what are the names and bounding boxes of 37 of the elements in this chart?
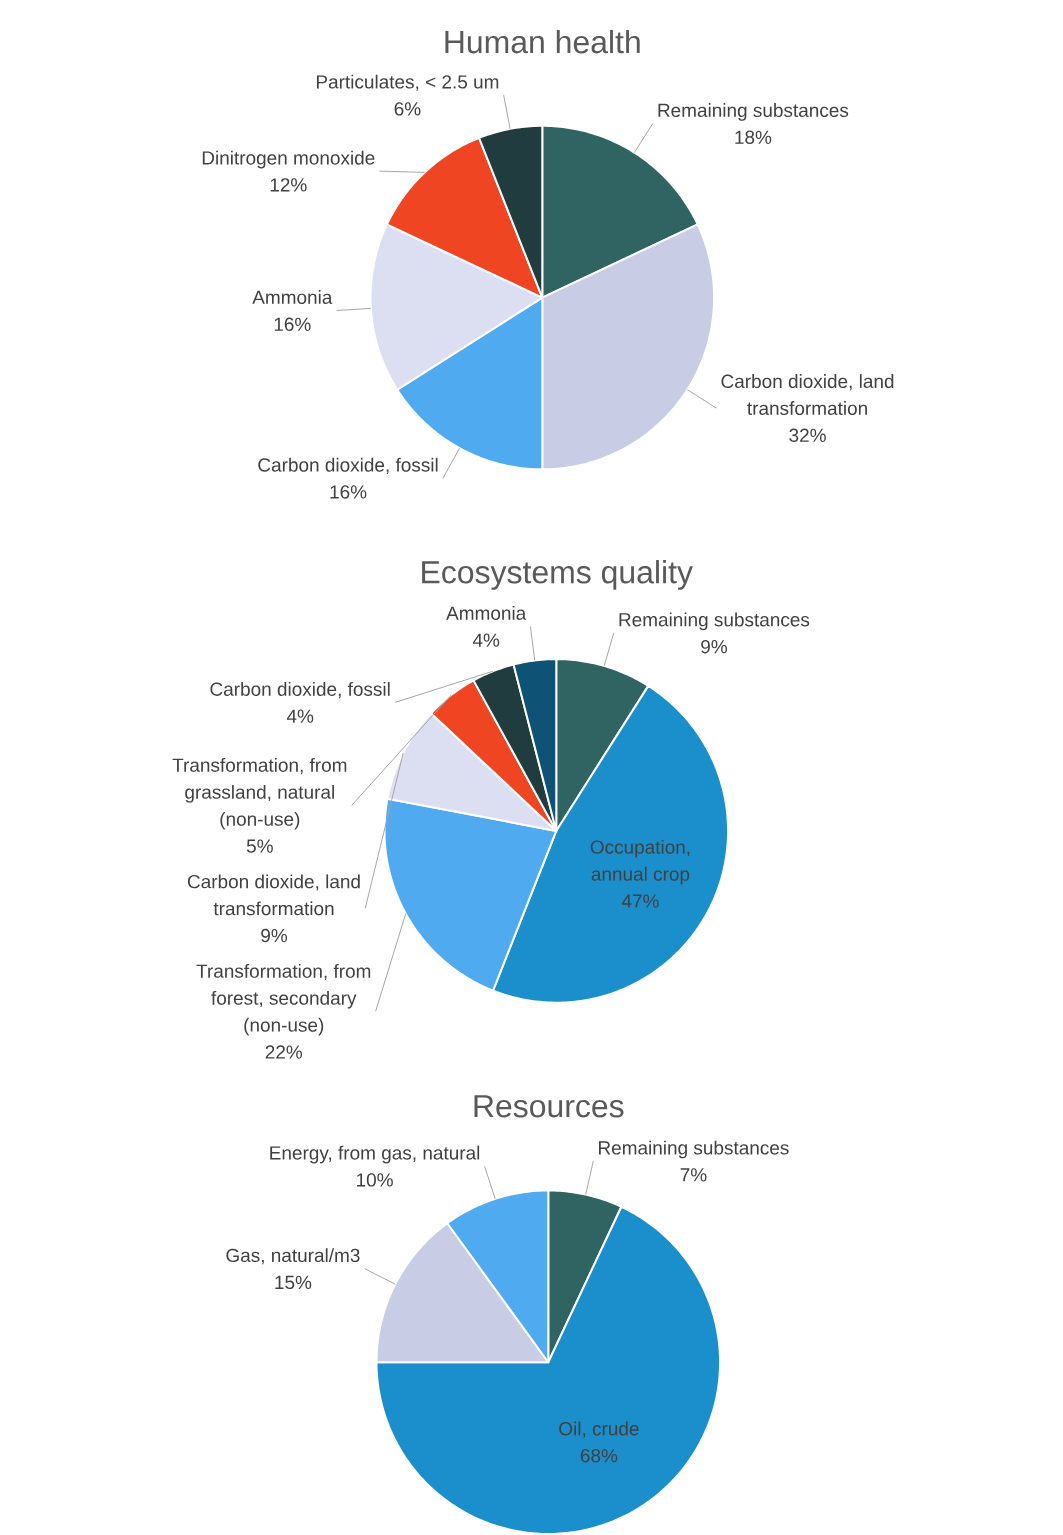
data-label: 10% — [357, 1173, 394, 1187]
data-label: 22% — [265, 1045, 303, 1059]
slice-label: Gas, natural/m3 — [226, 1248, 360, 1265]
data-label: 5% — [247, 839, 274, 853]
slice-label: Particulates, < 2.5 um — [317, 74, 499, 91]
slice-label: Occupation, annual crop — [590, 839, 690, 885]
slice-label: Remaining substances — [599, 1140, 789, 1159]
slice-label: Ammonia — [446, 606, 527, 620]
data-label: 16% — [330, 485, 367, 499]
slice-label: Carbon dioxide, fossil — [210, 681, 390, 699]
data-label: 16% — [274, 317, 311, 331]
slice-label: Ammonia — [252, 290, 333, 305]
slice-label: Carbon dioxide, land transformation — [721, 374, 894, 416]
data-label: 6% — [394, 102, 421, 116]
slice-label: Transformation, from forest, secondary (non-use) — [196, 963, 371, 1036]
data-label: 9% — [261, 928, 288, 943]
data-label: 4% — [287, 709, 314, 723]
slice-label: Dinitrogen monoxide — [203, 150, 375, 169]
data-label: 32% — [789, 428, 827, 442]
data-label: 15% — [275, 1275, 312, 1290]
data-label: 9% — [701, 639, 728, 654]
slice-label: Oil, crude — [559, 1421, 639, 1438]
data-label: 7% — [680, 1168, 707, 1182]
slice-label: Remaining substances — [619, 612, 810, 631]
slice-label: Remaining substances — [658, 103, 849, 121]
data-label: 68% — [581, 1449, 618, 1463]
data-label: 4% — [473, 633, 500, 647]
chart-title: Ecosystems quality — [422, 560, 694, 590]
data-label: 47% — [622, 894, 659, 908]
slice-label: Carbon dioxide, land transformation — [188, 874, 360, 916]
slice-label: Transformation, from grassland, natural (non-use) — [172, 757, 347, 830]
chart-title: Resources — [474, 1095, 624, 1118]
slice-label: Energy, from gas, natural — [270, 1145, 480, 1164]
data-label: 18% — [735, 130, 772, 145]
slice-label: Carbon dioxide, fossil — [258, 457, 438, 474]
data-label: 12% — [270, 178, 307, 192]
chart-title: Human health — [445, 29, 640, 54]
